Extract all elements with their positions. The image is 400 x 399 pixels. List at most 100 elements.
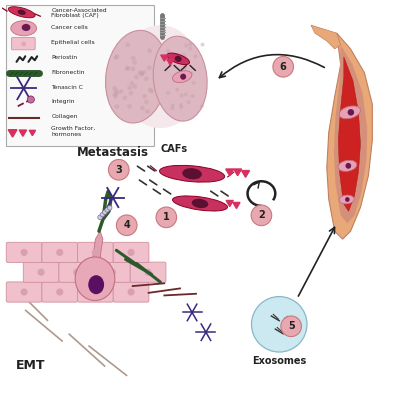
Circle shape xyxy=(21,41,26,46)
Text: Growth Factor,
hormones: Growth Factor, hormones xyxy=(52,126,96,137)
Circle shape xyxy=(92,249,99,256)
Ellipse shape xyxy=(75,257,115,300)
Circle shape xyxy=(114,89,118,93)
Circle shape xyxy=(138,70,142,75)
Polygon shape xyxy=(92,231,103,261)
Circle shape xyxy=(144,77,149,81)
Circle shape xyxy=(140,71,144,76)
Circle shape xyxy=(170,57,174,61)
Polygon shape xyxy=(167,59,174,65)
Circle shape xyxy=(171,103,175,107)
FancyBboxPatch shape xyxy=(78,282,113,302)
FancyBboxPatch shape xyxy=(6,282,42,302)
Ellipse shape xyxy=(172,196,228,211)
FancyBboxPatch shape xyxy=(78,242,113,263)
Circle shape xyxy=(142,70,146,75)
Polygon shape xyxy=(8,130,17,137)
Circle shape xyxy=(114,54,119,59)
Text: Periostin: Periostin xyxy=(52,55,78,60)
Ellipse shape xyxy=(172,71,192,83)
Text: Epithelial cells: Epithelial cells xyxy=(52,40,95,45)
FancyBboxPatch shape xyxy=(130,262,166,282)
Polygon shape xyxy=(327,33,372,239)
Text: Metastasis: Metastasis xyxy=(77,146,149,159)
Circle shape xyxy=(118,89,123,94)
FancyBboxPatch shape xyxy=(59,262,95,282)
Ellipse shape xyxy=(175,56,182,62)
Polygon shape xyxy=(311,25,341,49)
Circle shape xyxy=(165,54,169,57)
Circle shape xyxy=(127,104,132,109)
Polygon shape xyxy=(334,45,367,223)
Text: Collagen: Collagen xyxy=(52,114,78,119)
Circle shape xyxy=(125,42,130,47)
Circle shape xyxy=(116,215,137,235)
Circle shape xyxy=(183,67,187,71)
Circle shape xyxy=(166,49,170,53)
Circle shape xyxy=(184,93,188,97)
Polygon shape xyxy=(338,57,360,211)
Ellipse shape xyxy=(192,199,208,208)
Ellipse shape xyxy=(11,21,36,36)
Text: Tenascin C: Tenascin C xyxy=(52,85,83,90)
Circle shape xyxy=(179,105,183,109)
FancyBboxPatch shape xyxy=(11,38,35,50)
Circle shape xyxy=(125,66,130,71)
Text: CAFs: CAFs xyxy=(161,144,188,154)
Polygon shape xyxy=(242,171,250,177)
Text: Exosomes: Exosomes xyxy=(252,356,306,366)
Circle shape xyxy=(200,43,204,47)
Circle shape xyxy=(27,96,34,103)
Circle shape xyxy=(188,47,192,51)
Text: Integrin: Integrin xyxy=(52,99,75,105)
Circle shape xyxy=(73,269,80,276)
Circle shape xyxy=(174,54,178,58)
Ellipse shape xyxy=(88,275,104,294)
Circle shape xyxy=(114,55,118,60)
Circle shape xyxy=(200,104,204,108)
Circle shape xyxy=(182,53,186,57)
Polygon shape xyxy=(161,55,168,61)
Circle shape xyxy=(127,85,132,90)
Circle shape xyxy=(20,288,28,296)
Text: 6: 6 xyxy=(280,62,286,72)
Text: 5: 5 xyxy=(288,321,294,331)
Polygon shape xyxy=(226,169,234,176)
Circle shape xyxy=(102,210,107,215)
Circle shape xyxy=(130,81,134,86)
Circle shape xyxy=(109,269,116,276)
Circle shape xyxy=(20,249,28,256)
Circle shape xyxy=(170,107,174,111)
Text: Fibronectin: Fibronectin xyxy=(52,70,85,75)
Circle shape xyxy=(168,61,172,65)
Circle shape xyxy=(38,269,45,276)
FancyBboxPatch shape xyxy=(42,282,78,302)
Circle shape xyxy=(183,56,187,60)
Ellipse shape xyxy=(182,168,202,179)
Circle shape xyxy=(175,88,179,92)
Circle shape xyxy=(107,205,112,210)
Circle shape xyxy=(100,212,105,217)
Circle shape xyxy=(113,94,118,99)
Polygon shape xyxy=(29,130,36,136)
Circle shape xyxy=(144,100,149,105)
Ellipse shape xyxy=(167,53,190,65)
Circle shape xyxy=(252,296,307,352)
Ellipse shape xyxy=(119,25,202,128)
Circle shape xyxy=(128,288,135,296)
Circle shape xyxy=(142,94,147,99)
Circle shape xyxy=(112,92,117,97)
FancyBboxPatch shape xyxy=(6,242,42,263)
Ellipse shape xyxy=(22,24,30,31)
FancyBboxPatch shape xyxy=(42,242,78,263)
Circle shape xyxy=(182,56,186,60)
FancyBboxPatch shape xyxy=(95,262,130,282)
Circle shape xyxy=(147,48,152,53)
Circle shape xyxy=(148,87,152,92)
Circle shape xyxy=(122,95,127,100)
Ellipse shape xyxy=(18,10,26,15)
Circle shape xyxy=(56,249,63,256)
Circle shape xyxy=(192,81,196,85)
Circle shape xyxy=(145,109,150,114)
Text: 2: 2 xyxy=(258,210,265,220)
